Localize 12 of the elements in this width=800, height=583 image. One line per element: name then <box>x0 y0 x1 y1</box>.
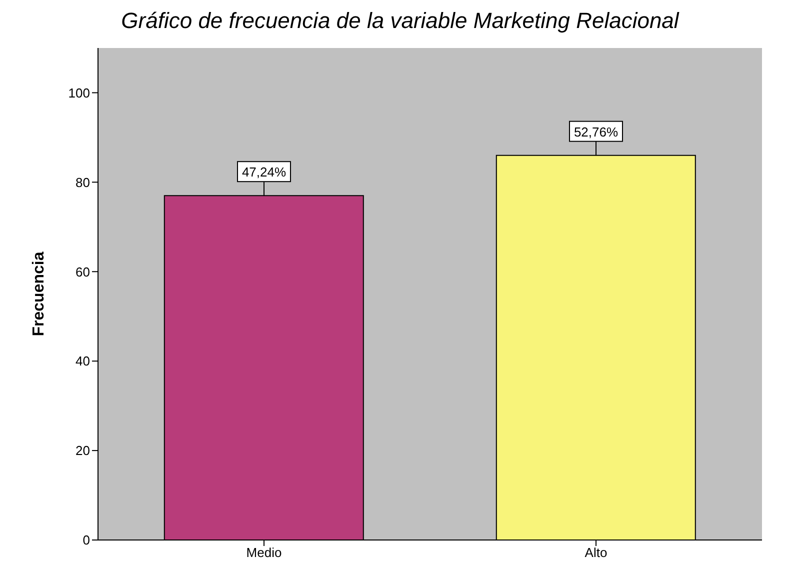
annotation: 52,76% <box>574 124 618 140</box>
y-tick-label: 0 <box>82 532 90 548</box>
y-tick-label: 40 <box>76 354 90 369</box>
y-tick-label: 100 <box>68 85 90 100</box>
annotation: 47,24% <box>242 164 286 180</box>
y-tick-label: 20 <box>76 443 90 458</box>
y-axis-title: Frecuencia <box>30 252 48 336</box>
x-tick-label: Alto <box>584 545 608 560</box>
chart-title: Gráfico de frecuencia de la variable Marketing Relacional <box>120 8 680 35</box>
x-tick-label: Medio <box>246 545 282 560</box>
y-tick-label: 60 <box>76 264 90 280</box>
y-tick-label: 80 <box>76 174 90 190</box>
